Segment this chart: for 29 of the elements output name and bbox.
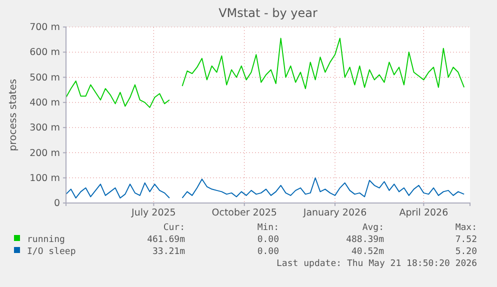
y-tick-label: 100 m <box>30 172 60 184</box>
text: 0.00 <box>257 247 279 257</box>
y-tick-label: 200 m <box>30 148 60 159</box>
legend-label: I/O sleep <box>27 247 76 257</box>
legend-label: running <box>27 235 65 245</box>
x-tick-label: April 2026 <box>399 208 448 219</box>
y-tick-label: 400 m <box>30 97 60 108</box>
text: 488.39m <box>346 235 384 245</box>
text: 7.52 <box>455 235 477 245</box>
text: 0.00 <box>257 235 279 245</box>
x-tick-label: January 2026 <box>302 208 367 219</box>
text: 461.69m <box>147 235 185 245</box>
text: Max: <box>455 223 477 233</box>
text: Cur: <box>163 223 185 233</box>
y-tick-label: 700 m <box>30 22 60 34</box>
y-tick-label: 300 m <box>30 122 60 134</box>
y-tick-label: 0 <box>54 198 60 210</box>
text: Min: <box>257 223 279 233</box>
y-tick-label: 600 m <box>30 47 60 58</box>
text: 40.52m <box>351 247 384 257</box>
text: 5.20 <box>455 247 477 257</box>
x-tick-label: October 2025 <box>212 208 277 219</box>
chart-title: VMstat - by year <box>218 6 318 20</box>
y-axis-title: process states <box>8 78 19 152</box>
text: Avg: <box>362 223 384 233</box>
y-tick-label: 500 m <box>30 72 60 84</box>
text: Last update: Thu May 21 18:50:20 2026 <box>276 259 477 269</box>
x-tick-label: July 2025 <box>130 208 176 219</box>
text: 33.21m <box>152 247 185 257</box>
